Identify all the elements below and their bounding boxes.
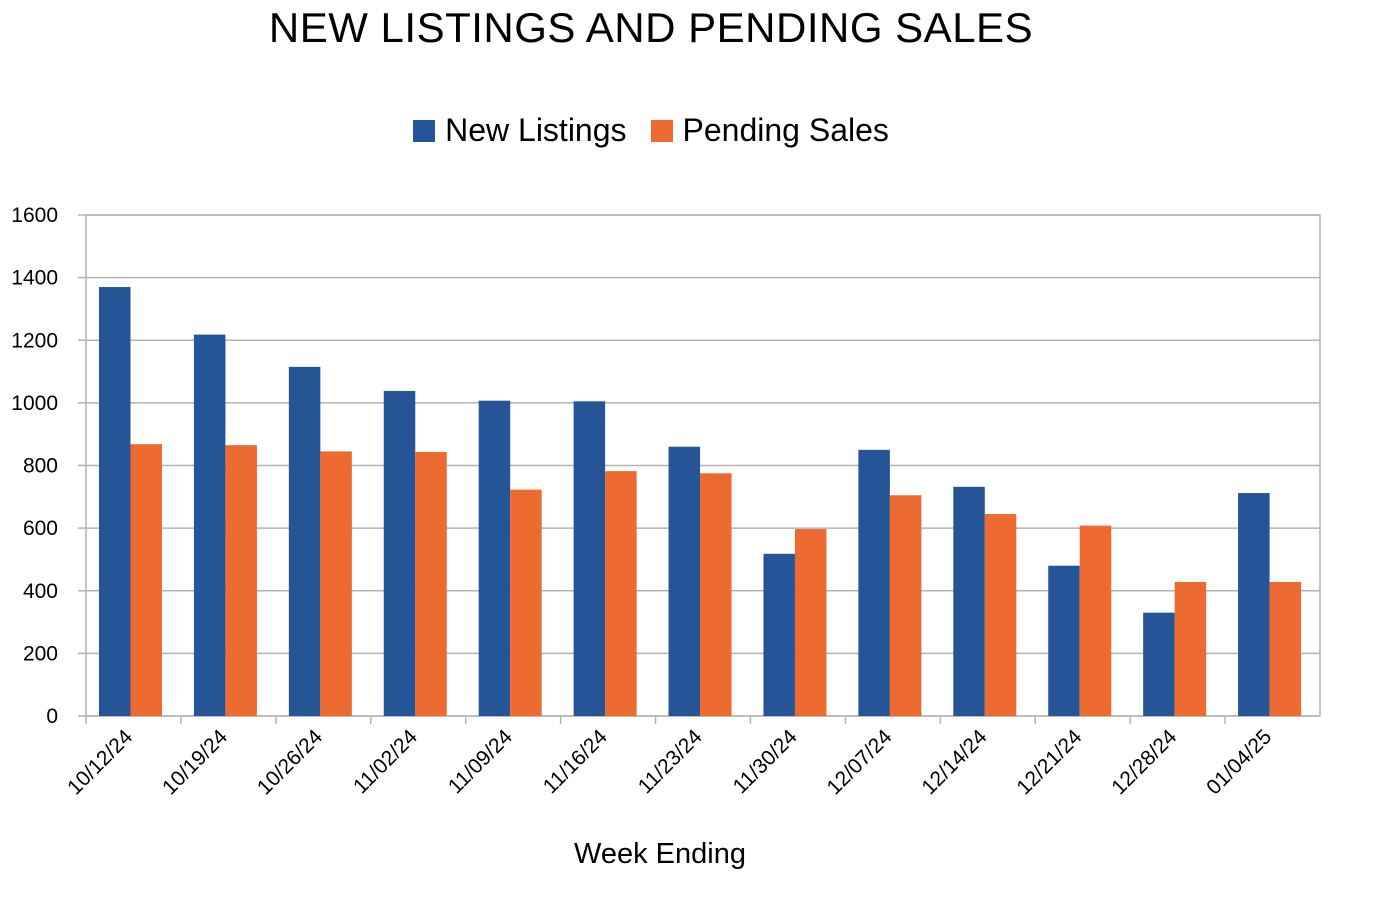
legend-swatch-pending-sales — [650, 119, 673, 142]
bar-pending-sales — [984, 514, 1017, 716]
bar-pending-sales — [415, 452, 447, 716]
x-tick-label: 01/04/25 — [1202, 725, 1276, 799]
y-tick-label: 0 — [46, 705, 58, 728]
x-tick-label: 12/07/24 — [823, 725, 897, 799]
bar-pending-sales — [1269, 581, 1302, 716]
x-tick-label: 11/09/24 — [444, 725, 517, 798]
y-tick-label: 800 — [23, 455, 58, 478]
bar-new-listings — [1048, 565, 1080, 716]
bar-pending-sales — [130, 444, 162, 716]
bar-new-listings — [668, 446, 701, 716]
bar-pending-sales — [320, 451, 352, 716]
x-tick-label: 11/30/24 — [729, 725, 802, 798]
bar-new-listings — [99, 287, 131, 716]
bar-pending-sales — [605, 471, 637, 716]
bar-pending-sales — [889, 495, 922, 716]
x-tick-label: 10/12/24 — [63, 725, 137, 799]
bar-new-listings — [288, 366, 321, 716]
x-tick-label: 12/28/24 — [1107, 725, 1181, 799]
chart-title: NEW LISTINGS AND PENDING SALES — [268, 4, 1034, 51]
y-tick-label: 600 — [23, 517, 58, 540]
bar-new-listings — [573, 401, 606, 716]
x-axis-title: Week Ending — [574, 838, 746, 870]
legend: New Listings Pending Sales — [0, 112, 1302, 149]
y-tick-label: 400 — [23, 580, 58, 603]
bar-new-listings — [193, 334, 226, 716]
bar-new-listings — [1143, 612, 1175, 716]
legend-item-new-listings: New Listings — [413, 112, 627, 149]
legend-label-pending-sales: Pending Sales — [682, 112, 889, 148]
bar-pending-sales — [510, 489, 542, 716]
bar-pending-sales — [225, 445, 257, 716]
bar-pending-sales — [794, 529, 827, 716]
y-tick-label: 1000 — [11, 392, 58, 415]
x-tick-label: 12/14/24 — [917, 725, 991, 799]
x-tick-label: 10/26/24 — [253, 725, 327, 799]
bar-new-listings — [858, 449, 890, 716]
legend-swatch-new-listings — [413, 119, 436, 142]
legend-label-new-listings: New Listings — [445, 112, 627, 148]
bar-new-listings — [1238, 493, 1270, 716]
bar-new-listings — [763, 553, 795, 716]
y-tick-label: 1200 — [11, 329, 58, 352]
x-tick-label: 11/23/24 — [634, 725, 707, 798]
bar-pending-sales — [1079, 525, 1112, 716]
x-tick-label: 11/16/24 — [539, 725, 612, 798]
bar-new-listings — [383, 390, 416, 716]
y-tick-label: 1600 — [11, 204, 58, 227]
x-tick-label: 11/02/24 — [349, 725, 422, 798]
y-tick-label: 200 — [23, 642, 58, 665]
bar-pending-sales — [1174, 581, 1207, 716]
legend-item-pending-sales: Pending Sales — [650, 112, 889, 149]
x-tick-label: 12/21/24 — [1012, 725, 1086, 799]
bar-new-listings — [478, 400, 511, 716]
bar-new-listings — [953, 486, 985, 716]
x-tick-label: 10/19/24 — [158, 725, 232, 799]
y-tick-label: 1400 — [11, 267, 58, 290]
bar-pending-sales — [700, 473, 732, 716]
